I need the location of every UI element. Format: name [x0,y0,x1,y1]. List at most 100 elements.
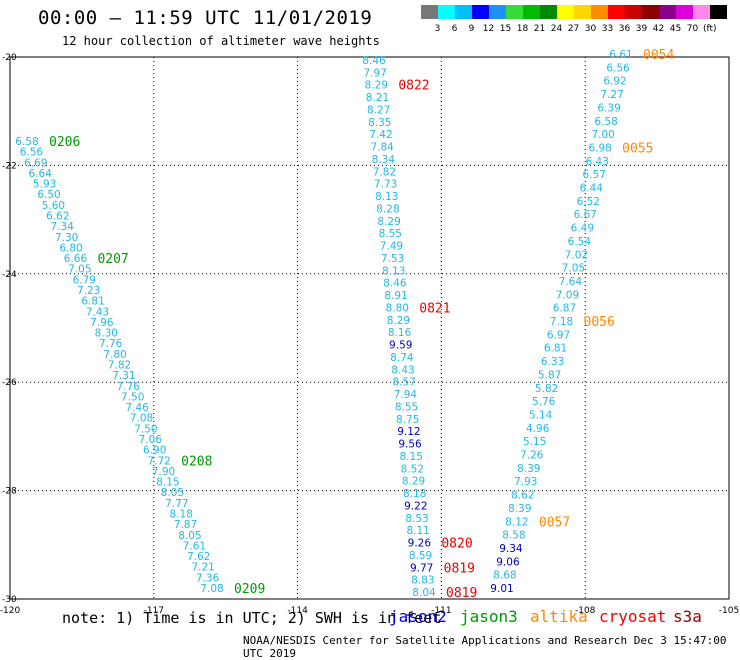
wave-height-value: 7.80 [103,349,126,361]
wave-height-value: 6.87 [553,303,576,315]
wave-height-value: 6.97 [547,329,570,341]
satellite-legend-altika: altika [530,607,588,626]
wave-height-value: 6.62 [46,211,69,223]
pass-time-label: 0206 [49,135,80,150]
wave-height-value: 7.27 [600,89,623,101]
wave-height-value: 6.58 [15,136,38,148]
latitude-tick-label: -20 [2,53,17,63]
wave-height-value: 7.76 [117,381,141,393]
scale-swatch [659,5,676,19]
wave-height-value: 6.67 [574,209,597,221]
latitude-tick-label: -24 [2,270,17,280]
wave-height-value: 9.26 [408,538,432,550]
wave-height-value: 8.83 [411,575,434,587]
scale-swatch [472,5,489,19]
wave-height-value: 8.39 [517,463,540,475]
wave-height-value: 8.18 [169,509,192,521]
wave-height-value: 6.98 [588,142,611,154]
pass-time-label: 0819 [446,586,477,601]
wave-height-value: 7.72 [147,455,170,467]
scale-label: 33 [601,24,614,34]
latitude-tick-label: -26 [2,378,17,388]
wave-height-value: 4.96 [526,423,550,435]
scale-label: 6 [451,24,458,34]
wave-height-value: 8.46 [362,55,386,67]
wave-height-value: 9.01 [490,583,513,595]
map-frame [9,56,730,600]
wave-height-value: 6.33 [541,356,564,368]
wave-height-value: 9.77 [410,562,433,574]
wave-height-value: 6.49 [571,223,594,235]
wave-height-value: 7.90 [152,466,175,478]
wave-height-value: 7.06 [139,434,163,446]
map-subtitle: 12 hour collection of altimeter wave hei… [62,34,380,48]
wave-height-value: 8.13 [375,191,398,203]
wave-height-value: 7.76 [99,338,123,350]
wave-height-value: 8.80 [386,302,409,314]
pass-time-label: 0207 [97,252,128,267]
wave-height-value: 7.82 [373,166,396,178]
wave-height-value: 7.96 [90,317,114,329]
longitude-tick-label: -108 [575,606,596,616]
satellite-legend-cryosat: cryosat [599,607,667,626]
pass-time-label: 0056 [584,315,615,330]
wave-height-value: 7.46 [125,402,149,414]
wave-height-value: 8.29 [377,216,400,228]
pass-time-label: 0820 [441,537,472,552]
wave-height-value: 8.62 [511,490,534,502]
wave-height-value: 7.02 [565,249,588,261]
wave-height-value: 7.94 [394,389,418,401]
wave-height-value: 8.30 [95,328,118,340]
scale-label: 15 [499,24,512,34]
wave-height-value: 6.64 [29,168,53,180]
wave-height-value: 6.56 [20,147,44,159]
wave-height-value: 5.82 [535,383,558,395]
map-title: 00:00 – 11:59 UTC 11/01/2019 [38,7,373,29]
wave-height-value: 9.56 [398,439,422,451]
wave-height-value: 8.29 [402,476,425,488]
wave-height-value: 6.52 [577,196,600,208]
wave-height-value: 8.34 [372,154,396,166]
scale-label: 18 [516,24,529,34]
scale-swatch [523,5,540,19]
wave-height-value: 8.59 [409,550,432,562]
wave-height-value: 9.06 [496,556,520,568]
wave-height-value: 8.12 [505,516,528,528]
scale-swatch [693,5,710,19]
pass-time-label: 0057 [539,515,570,530]
scale-swatch [540,5,557,19]
wave-height-value: 6.58 [594,116,617,128]
wave-height-value: 5.60 [42,200,65,212]
latitude-tick-label: -28 [2,487,17,497]
wave-height-value: 7.42 [369,129,392,141]
wave-height-value: 8.55 [379,228,402,240]
wave-height-value: 8.91 [384,290,407,302]
wave-height-value: 8.55 [395,401,418,413]
wave-height-value: 7.50 [134,423,157,435]
satellite-legend-jason2: jason2 [389,607,447,626]
pass-time-label: 0208 [181,454,212,469]
scale-label: 45 [669,24,682,34]
wave-height-value: 6.92 [603,76,626,88]
wave-height-value: 6.81 [544,343,567,355]
wave-height-value: 6.90 [143,445,166,457]
wave-height-value: 8.21 [366,92,389,104]
wave-height-value: 8.53 [405,513,428,525]
wave-height-value: 7.97 [363,67,386,79]
wave-height-value: 7.18 [550,316,573,328]
scale-swatch [608,5,625,19]
wave-height-value: 7.49 [380,241,403,253]
scale-swatch [710,5,727,19]
wave-height-value: 8.15 [400,451,423,463]
scale-label: 9 [468,24,475,34]
wave-height-value: 7.08 [200,583,223,595]
wave-height-value: 8.15 [156,477,179,489]
scale-swatch [676,5,693,19]
wave-height-value: 6.44 [580,183,604,195]
wave-height-value: 5.87 [538,369,561,381]
wave-height-value: 7.30 [55,232,78,244]
wave-height-value: 6.50 [37,189,60,201]
scale-swatch [591,5,608,19]
wave-height-value: 7.77 [165,498,188,510]
wave-height-value: 8.46 [383,278,407,290]
